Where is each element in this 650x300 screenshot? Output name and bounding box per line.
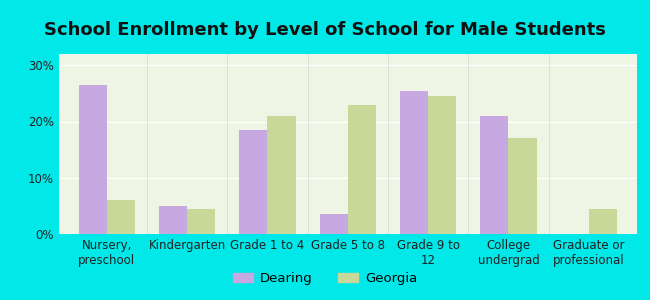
Bar <box>348 105 376 234</box>
Legend: Dearing, Georgia: Dearing, Georgia <box>227 267 422 290</box>
Text: School Enrollment by Level of School for Male Students: School Enrollment by Level of School for… <box>44 21 606 39</box>
Bar <box>508 138 536 234</box>
Bar <box>239 130 267 234</box>
Bar <box>187 209 215 234</box>
Bar <box>79 85 107 234</box>
Bar <box>107 200 135 234</box>
Bar <box>480 116 508 234</box>
Bar <box>267 116 296 234</box>
Bar <box>159 206 187 234</box>
Bar <box>589 209 617 234</box>
Bar <box>320 214 348 234</box>
Bar <box>400 91 428 234</box>
Bar <box>428 96 456 234</box>
